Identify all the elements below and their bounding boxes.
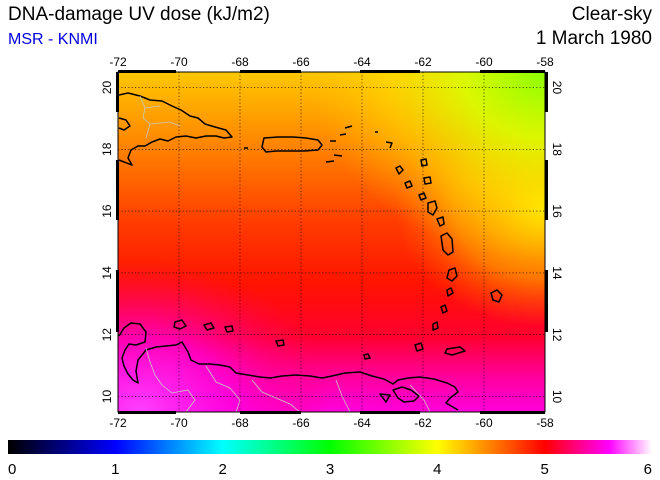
longitude-tick-label: -70: [170, 55, 188, 69]
coastlines: [118, 92, 503, 411]
colorbar-tick-label: 3: [326, 461, 334, 478]
uv-dose-field: [118, 72, 545, 412]
longitude-tick-label: -66: [292, 416, 310, 430]
latitude-tick-label: 12: [100, 328, 114, 342]
latitude-labels-left: 10 12 14 16 18 20: [100, 80, 114, 403]
latitude-tick-label: 10: [550, 390, 564, 404]
longitude-tick-label: -72: [109, 55, 127, 69]
longitude-tick-label: -70: [170, 416, 188, 430]
latitude-tick-label: 18: [550, 143, 564, 157]
colorbar-tick-label: 6: [644, 461, 652, 478]
latitude-tick-label: 10: [100, 390, 114, 404]
longitude-tick-label: -58: [536, 55, 554, 69]
coast-hispaniola: [118, 92, 233, 166]
coast-lesser-antilles: [395, 158, 503, 331]
coast-puerto-rico: [261, 136, 323, 153]
longitude-tick-label: -62: [414, 55, 432, 69]
colorbar: [8, 440, 652, 454]
longitude-tick-label: -58: [536, 416, 554, 430]
longitude-tick-label: -62: [414, 416, 432, 430]
latitude-tick-label: 14: [550, 266, 564, 280]
latitude-tick-label: 16: [550, 204, 564, 218]
sky-condition-label: Clear-sky: [571, 4, 652, 25]
colorbar-tick-label: 5: [540, 461, 548, 478]
colorbar-tick-label: 0: [8, 461, 16, 478]
frame-ticks: [116, 70, 548, 414]
map-title: DNA-damage UV dose (kJ/m2): [8, 4, 270, 25]
colorbar-labels: 0 1 2 3 4 5 6: [8, 461, 652, 478]
graticule: [118, 72, 545, 412]
colorbar-tick-label: 4: [433, 461, 441, 478]
longitude-tick-label: -72: [109, 416, 127, 430]
coast-hispaniola-bay: [118, 117, 131, 131]
latitude-tick-label: 20: [550, 81, 564, 95]
longitude-tick-label: -68: [231, 416, 249, 430]
longitude-tick-label: -64: [353, 55, 371, 69]
colorbar-tick-label: 1: [111, 461, 119, 478]
borders: [139, 95, 431, 412]
coast-venezuela: [118, 322, 459, 411]
latitude-tick-label: 20: [100, 80, 114, 94]
source-label: MSR - KNMI: [8, 31, 98, 48]
longitude-tick-label: -64: [353, 416, 371, 430]
longitude-tick-label: -66: [292, 55, 310, 69]
latitude-tick-label: 16: [100, 204, 114, 218]
longitude-tick-label: -68: [231, 55, 249, 69]
colorbar-tick-label: 2: [218, 461, 226, 478]
longitude-labels-bottom: -72 -70 -68 -66 -64 -62 -60 -58: [109, 416, 554, 430]
latitude-tick-label: 14: [100, 266, 114, 280]
latitude-tick-label: 18: [100, 142, 114, 156]
date-label: 1 March 1980: [535, 28, 652, 49]
longitude-labels-top: -72 -70 -68 -66 -64 -62 -60 -58: [109, 55, 554, 69]
latitude-labels-right: 10 12 14 16 18 20: [550, 81, 564, 404]
longitude-tick-label: -60: [475, 55, 493, 69]
longitude-tick-label: -60: [475, 416, 493, 430]
latitude-tick-label: 12: [550, 328, 564, 342]
